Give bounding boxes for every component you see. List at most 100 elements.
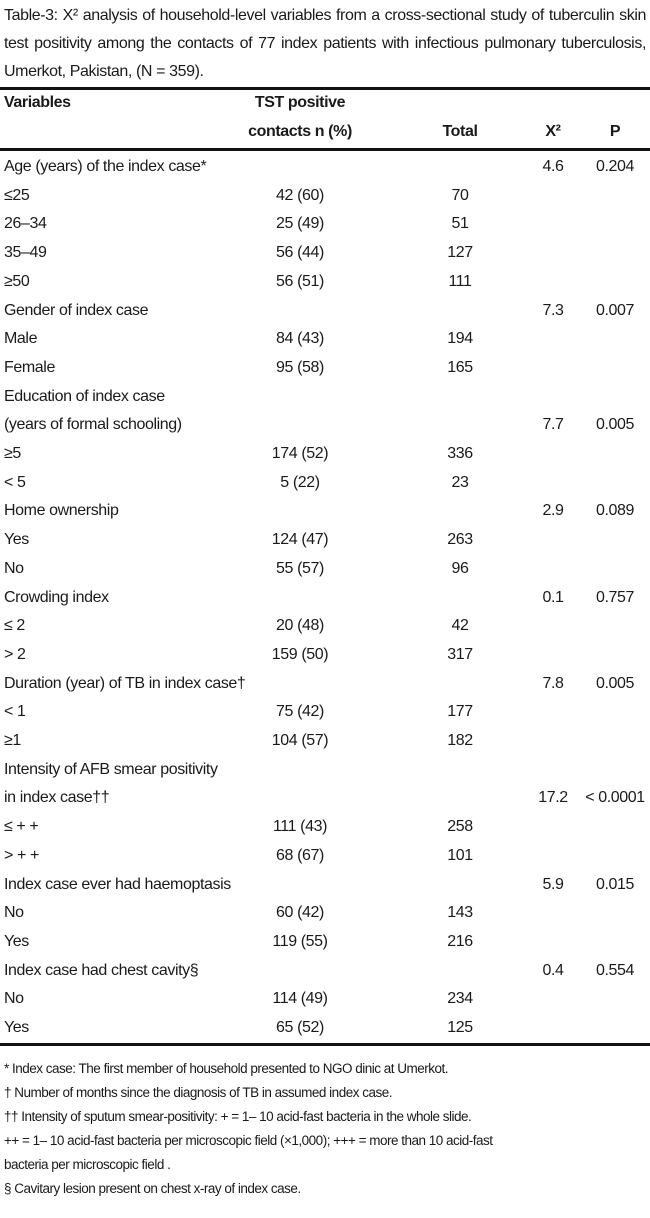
table-row: Intensity of AFB smear positivity — [0, 756, 650, 785]
table-row: > + + 68 (67) 101 — [0, 842, 650, 871]
row-label: Yes — [4, 531, 29, 549]
tst-positive-cell: 55 (57) — [276, 559, 324, 577]
table-row: Index case ever had haemoptasis 5.9 0.015 — [0, 871, 650, 900]
header-p: P — [609, 123, 621, 140]
table-row: Yes 124 (47) 263 — [0, 526, 650, 555]
chi-square-cell: 17.2 — [538, 789, 568, 807]
header-tst-line2: contacts n (%) — [248, 123, 352, 140]
tst-positive-cell: 95 (58) — [276, 358, 324, 376]
row-label: 26–34 — [4, 215, 47, 233]
p-value-cell: 0.005 — [595, 674, 635, 692]
row-label: > + + — [4, 846, 39, 864]
total-cell: 42 — [451, 617, 469, 635]
tst-positive-cell: 75 (42) — [276, 703, 324, 721]
total-cell: 216 — [447, 932, 473, 950]
row-label: Intensity of AFB smear positivity — [4, 760, 218, 778]
table-row: Male 84 (43) 194 — [0, 325, 650, 354]
tst-positive-cell: 56 (44) — [276, 244, 324, 262]
row-label: ≥1 — [4, 732, 21, 749]
row-label: Male — [4, 330, 38, 348]
table-row: ≤ + + 111 (43) 258 — [0, 813, 650, 842]
table-row: Duration (year) of TB in index case† 7.8 0… — [0, 670, 650, 699]
p-value-cell: 0.204 — [595, 158, 635, 175]
tst-positive-cell: 5 (22) — [280, 473, 320, 491]
row-label: No — [4, 559, 24, 577]
total-cell: 194 — [447, 330, 473, 348]
chi-square-cell: 0.4 — [542, 961, 564, 979]
row-label: Education of index case — [4, 387, 165, 405]
tst-positive-cell: 159 (50) — [271, 645, 329, 663]
header-total: Total — [442, 123, 478, 140]
p-value-cell: 0.757 — [595, 588, 635, 606]
chi-square-cell: 7.8 — [542, 674, 564, 692]
table-row: ≤25 42 (60) 70 — [0, 182, 650, 211]
total-cell: 258 — [447, 818, 473, 836]
table-row: 26–34 25 (49) 51 — [0, 210, 650, 239]
row-label: No — [4, 904, 24, 922]
total-cell: 111 — [448, 272, 472, 290]
total-cell: 165 — [447, 358, 473, 376]
table-row: Index case had chest cavity§ 0.4 0.554 — [0, 957, 650, 986]
total-cell: 336 — [447, 445, 473, 462]
footnote: † Number of months since the diagnosis o… — [4, 1085, 392, 1100]
p-value-cell: < 0.0001 — [585, 789, 645, 807]
header-variables: Variables — [4, 94, 71, 111]
row-label: Gender of index case — [4, 301, 149, 319]
top-rule — [0, 87, 650, 90]
row-label: (years of formal schooling) — [4, 416, 182, 434]
total-cell: 101 — [447, 846, 473, 864]
total-cell: 96 — [451, 559, 469, 577]
table-row: in index case†† 17.2 < 0.0001 — [0, 784, 650, 813]
footnote: § Cavitary lesion present on chest x-ray… — [4, 1181, 301, 1196]
tst-positive-cell: 68 (67) — [276, 846, 324, 864]
row-label: ≤ + + — [4, 818, 39, 836]
tst-positive-cell: 42 (60) — [276, 186, 324, 204]
footnotes: * Index case: The first member of househ… — [4, 1057, 644, 1201]
table-row: No 55 (57) 96 — [0, 555, 650, 584]
total-cell: 317 — [447, 645, 473, 663]
p-value-cell: 0.007 — [595, 301, 635, 319]
table-row: ≤ 2 20 (48) 42 — [0, 612, 650, 641]
chi-square-cell: 2.9 — [542, 502, 564, 520]
tst-positive-cell: 119 (55) — [272, 932, 328, 950]
header-tst-line1: TST positive — [254, 94, 346, 111]
footnote: †† Intensity of sputum smear-positivity:… — [4, 1109, 472, 1124]
table-row: < 5 5 (22) 23 — [0, 469, 650, 498]
table-caption: Table-3: X² analysis of household-level … — [4, 7, 646, 80]
p-value-cell: 0.005 — [595, 416, 635, 434]
tst-positive-cell: 111 (43) — [272, 818, 328, 836]
p-value-cell: 0.015 — [595, 875, 635, 893]
table-row: Female 95 (58) 165 — [0, 354, 650, 383]
bottom-rule — [0, 1043, 650, 1046]
chi-square-cell: 7.3 — [542, 301, 564, 319]
total-cell: 125 — [447, 1019, 473, 1036]
tst-positive-cell: 84 (43) — [276, 330, 324, 348]
tst-positive-cell: 60 (42) — [276, 904, 324, 922]
table-row: ≥5 174 (52) 336 — [0, 440, 650, 469]
total-cell: 234 — [447, 990, 473, 1008]
tst-positive-cell: 56 (51) — [276, 272, 324, 290]
table-row: No 114 (49) 234 — [0, 985, 650, 1014]
row-label: Duration (year) of TB in index case† — [4, 674, 246, 692]
tst-positive-cell: 25 (49) — [276, 215, 324, 233]
total-cell: 182 — [447, 732, 473, 749]
total-cell: 177 — [447, 703, 473, 721]
tst-positive-cell: 114 (49) — [272, 990, 328, 1008]
table-row: ≥1 104 (57) 182 — [0, 727, 650, 756]
p-value-cell: 0.089 — [595, 502, 635, 520]
row-label: < 1 — [4, 703, 26, 721]
row-label: Index case ever had haemoptasis — [4, 875, 231, 893]
table-row: Education of index case — [0, 383, 650, 412]
p-value-cell: 0.554 — [595, 961, 635, 979]
row-label: ≤ 2 — [4, 617, 25, 635]
table-row: Home ownership 2.9 0.089 — [0, 497, 650, 526]
row-label: 35–49 — [4, 244, 47, 262]
table-row: No 60 (42) 143 — [0, 899, 650, 928]
chi-square-cell: 0.1 — [542, 588, 564, 606]
chi-square-cell: 5.9 — [542, 875, 564, 893]
footnote: ++ = 1– 10 acid-fast bacteria per micros… — [4, 1133, 493, 1148]
tst-positive-cell: 65 (52) — [276, 1019, 324, 1036]
footnote: bacteria per microscopic field . — [4, 1157, 171, 1172]
chi-square-cell: 4.6 — [542, 158, 564, 175]
row-label: < 5 — [4, 473, 26, 491]
